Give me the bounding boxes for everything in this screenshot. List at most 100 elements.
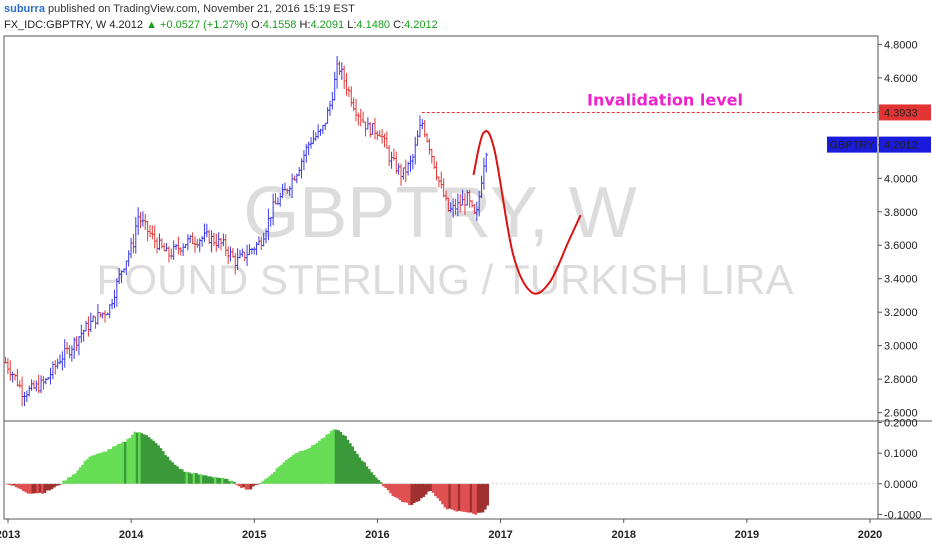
axes: 4.80004.60004.40004.20004.00003.80003.60…: [0, 39, 931, 541]
oscillator-bar: [258, 482, 262, 484]
oscillator-bar: [301, 450, 305, 484]
price-bar: [65, 342, 69, 355]
oscillator-bar: [142, 434, 146, 484]
author-link[interactable]: suburra: [4, 3, 45, 15]
oscillator-bar: [102, 451, 106, 484]
price-badge-text: 4.2012: [884, 140, 918, 152]
oscillator-bar: [405, 483, 409, 503]
oscillator-bar: [86, 459, 89, 484]
price-bar: [148, 224, 152, 238]
oscillator-bar: [185, 471, 189, 484]
price-bar: [484, 152, 488, 173]
oscillator-bar: [213, 477, 217, 484]
oscillator-bar: [268, 475, 272, 484]
oscillator-bar: [365, 466, 369, 484]
oscillator-bar: [443, 483, 447, 508]
osc-tick-label: 0.0000: [884, 479, 918, 491]
oscillator-bar: [123, 442, 127, 484]
oscillator-bar: [370, 472, 373, 484]
price-bar: [74, 336, 79, 352]
oscillator-bar: [441, 483, 445, 505]
oscillator-bar: [235, 483, 239, 485]
oscillator-bar: [481, 483, 485, 513]
time-tick-label: 2019: [735, 529, 759, 541]
oscillator-bar: [95, 453, 99, 484]
projection-curve: [472, 130, 582, 295]
oscillator-bar: [303, 450, 307, 484]
invalidation-label: Invalidation level: [587, 90, 743, 109]
oscillator-bar: [7, 483, 11, 485]
oscillator-bar: [479, 483, 482, 513]
oscillator-bar: [140, 433, 144, 484]
price-bar: [408, 155, 413, 172]
oscillator-bar: [78, 467, 82, 484]
price-bar: [418, 115, 422, 138]
oscillator-bar: [152, 440, 156, 484]
oscillator-bar: [119, 443, 122, 484]
price-bar: [413, 136, 417, 165]
oscillator-bar: [211, 477, 215, 484]
oscillator-bar: [5, 483, 9, 485]
price-bar: [326, 107, 330, 124]
open-label: O:: [251, 19, 263, 31]
level-badge-text: 4.3933: [884, 107, 918, 119]
oscillator-bar: [199, 474, 203, 484]
price-bar: [302, 150, 306, 171]
price-bars: [3, 55, 488, 407]
price-bar: [373, 117, 377, 140]
overlay: Invalidation level: [421, 90, 878, 295]
oscillator-bar: [311, 445, 314, 484]
oscillator-bar: [216, 477, 220, 484]
oscillator-bar: [419, 483, 423, 499]
price-bar: [34, 380, 38, 392]
oscillator-bar: [26, 483, 30, 494]
price-bar: [337, 60, 342, 76]
change-value: ▲ +0.0527 (+1.27%): [146, 19, 249, 31]
oscillator-bar: [393, 483, 397, 498]
price-bar: [8, 360, 12, 381]
price-bar: [209, 230, 214, 253]
price-bar: [387, 145, 391, 167]
oscillator-bar: [33, 483, 37, 494]
oscillator-bar: [436, 483, 440, 499]
oscillator-bar: [450, 483, 454, 510]
oscillator-bar: [171, 462, 175, 484]
oscillator-bar: [270, 473, 274, 484]
oscillator-bar: [294, 453, 298, 484]
oscillator-bar: [460, 483, 463, 512]
price-bar: [205, 223, 209, 238]
oscillator-bar: [472, 483, 475, 514]
oscillator-bar: [43, 483, 47, 493]
price-bar: [155, 237, 159, 254]
price-bar: [93, 316, 98, 329]
oscillator-bars: [4, 429, 878, 515]
oscillator-bar: [384, 483, 388, 488]
oscillator-bar: [109, 448, 113, 484]
price-bar: [344, 73, 349, 96]
price-bar: [361, 111, 365, 123]
price-bar: [323, 122, 327, 131]
watermark-symbol: GBPTRY, W: [243, 173, 636, 253]
oscillator-bar: [194, 473, 198, 484]
price-bar: [89, 312, 93, 332]
price-bar: [304, 143, 308, 163]
oscillator-bar: [190, 473, 194, 484]
price-bar: [136, 207, 140, 236]
oscillator-bar: [107, 449, 111, 484]
price-bar: [138, 211, 143, 229]
price-bar: [18, 380, 22, 388]
price-bar: [6, 358, 10, 375]
oscillator-bar: [197, 474, 201, 484]
oscillator-bar: [232, 481, 236, 484]
price-bar: [134, 217, 138, 254]
oscillator-bar: [74, 473, 77, 484]
oscillator-bar: [147, 437, 151, 484]
price-bar: [212, 232, 216, 247]
oscillator-bar: [306, 448, 310, 484]
oscillator-bar: [282, 462, 286, 484]
oscillator-bar: [239, 483, 243, 488]
oscillator-bar: [88, 456, 92, 484]
symbol-label: FX_IDC:GBPTRY, W: [4, 19, 107, 31]
oscillator-bar: [273, 471, 276, 484]
